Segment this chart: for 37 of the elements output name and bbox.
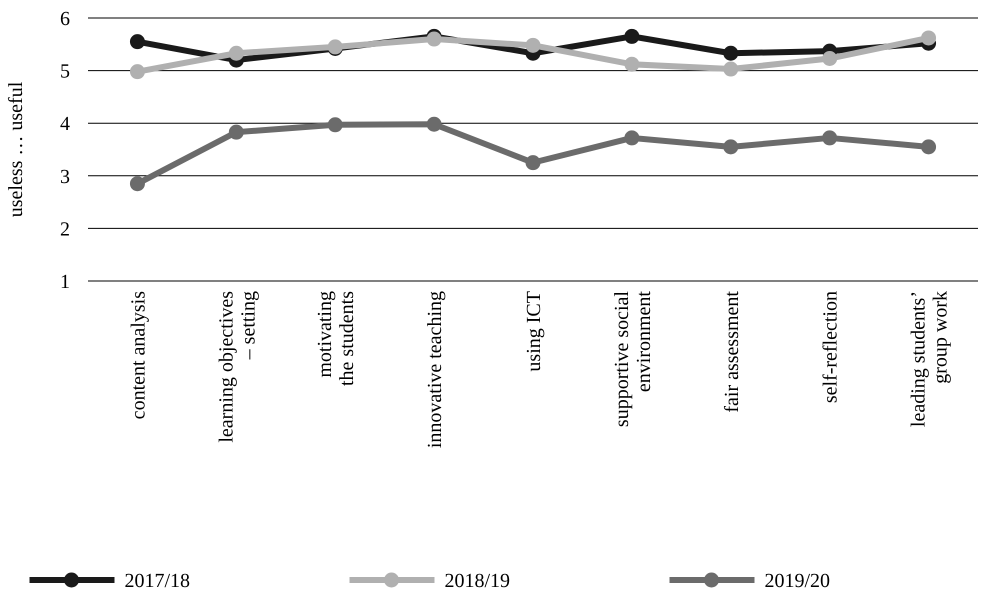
legend-label: 2018/19 (444, 570, 510, 592)
point (130, 64, 145, 80)
y-tick-label: 4 (60, 113, 70, 136)
point (822, 130, 838, 146)
point (526, 155, 540, 170)
point (328, 117, 343, 132)
point (426, 116, 442, 132)
legend-label: 2017/18 (124, 570, 190, 592)
y-tick-label: 3 (60, 166, 70, 188)
point (723, 62, 738, 77)
point (921, 139, 936, 154)
point (723, 139, 738, 154)
point (822, 51, 838, 66)
point (723, 46, 738, 61)
x-tick-label: fair assessment (720, 290, 743, 413)
x-tick-label: using ICT (523, 291, 545, 372)
x-tick-label: self-reflection (820, 291, 842, 404)
point (624, 130, 640, 146)
point (526, 38, 540, 53)
point (426, 32, 442, 47)
x-tick-label: motivating the students (314, 290, 358, 386)
y-tick-label: 1 (60, 271, 70, 293)
point (130, 176, 145, 192)
point (921, 30, 936, 46)
legend-label: 2019/20 (764, 570, 830, 592)
point (228, 124, 244, 140)
point (624, 56, 640, 72)
point (130, 34, 145, 50)
y-axis-title: useless … useful (5, 81, 27, 218)
y-tick-label: 6 (60, 8, 70, 30)
point (228, 46, 244, 61)
y-tick-label: 5 (60, 60, 70, 83)
x-tick-label: content analysis (127, 290, 150, 420)
y-tick-label: 2 (60, 218, 70, 240)
point (624, 28, 640, 44)
x-tick-label: innovative teaching (424, 291, 446, 448)
x-tick-label: learning objectives – setting (215, 290, 260, 443)
